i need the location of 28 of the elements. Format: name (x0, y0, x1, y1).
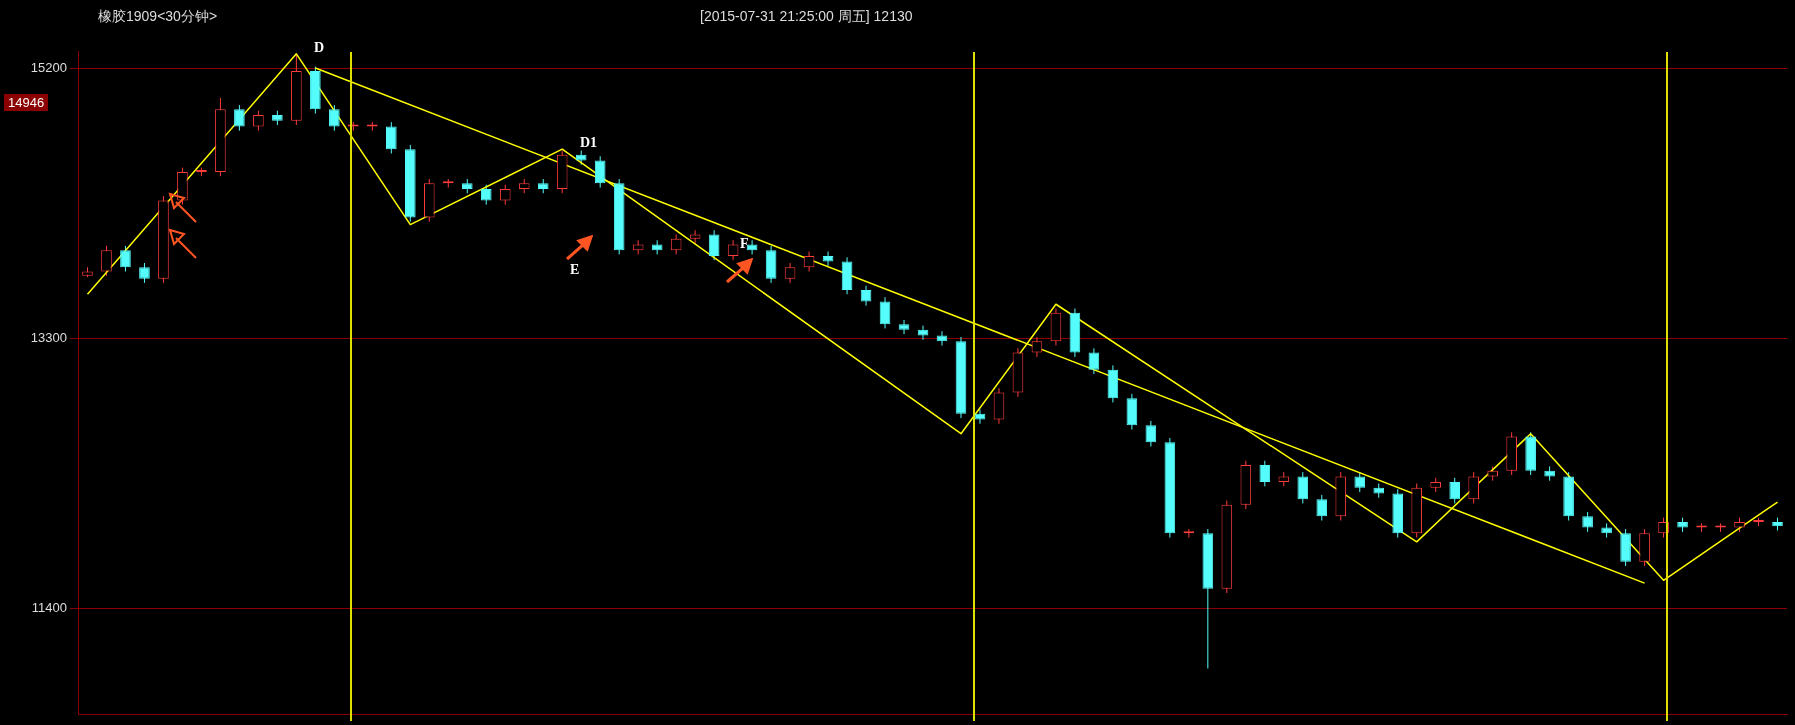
annotation: D1 (580, 135, 598, 151)
candlestick (898, 319, 910, 335)
y-tick-label: 13300 (30, 329, 67, 345)
candlestick (386, 121, 397, 154)
candlestick (1354, 471, 1366, 493)
candlestick (1297, 471, 1309, 504)
y-tick-label: 11400 (31, 600, 67, 616)
candlestick (594, 155, 606, 189)
candlestick (879, 296, 891, 329)
candlestick (480, 184, 492, 206)
candlestick (746, 239, 758, 255)
text: [2015-07-31 21:25:00 周五] 12130 (700, 8, 913, 26)
candlestick (708, 229, 720, 261)
candlestick (1031, 336, 1043, 358)
text: 14946 (4, 94, 49, 111)
annotation: F (740, 236, 749, 252)
y-tick-label: 15200 (30, 59, 67, 75)
candlestick (101, 245, 112, 277)
candlestick (1468, 471, 1479, 504)
annotation: E (570, 262, 580, 278)
candlestick (139, 262, 150, 284)
candlestick (1582, 511, 1593, 533)
candlestick (1145, 420, 1157, 448)
candlestick (1088, 347, 1100, 375)
annotation: D (314, 40, 325, 56)
candlestick (822, 251, 834, 267)
candlestick (917, 325, 929, 341)
text: 橡胶1909<30分钟> (98, 8, 218, 26)
